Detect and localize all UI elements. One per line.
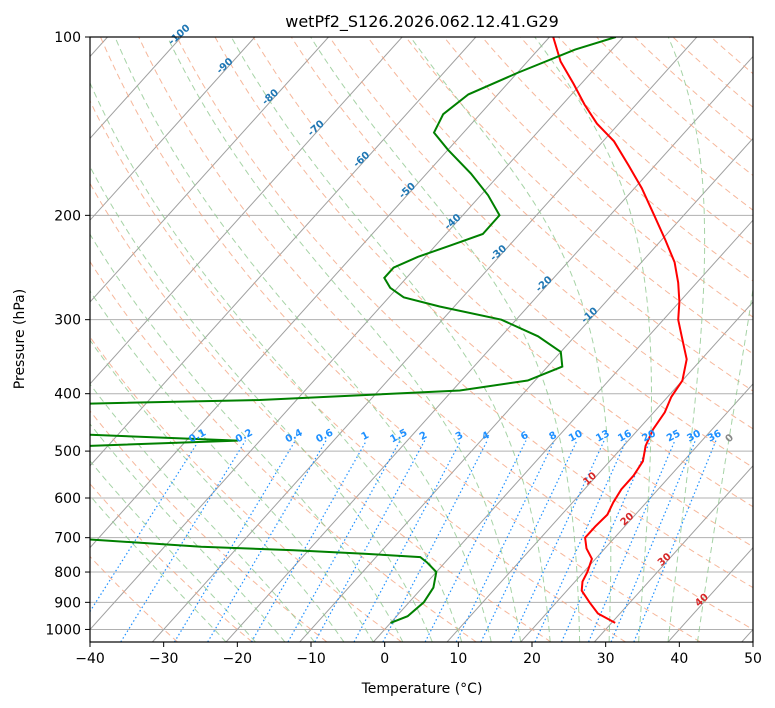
mixing-ratio-line [633,440,717,642]
y-tick-label: 900 [54,595,81,611]
dry-adiabat-line [90,182,552,642]
moist-adiabat-line [534,37,652,642]
mixing-ratio-line [173,440,296,642]
mixing-ratio-label: 1 [360,430,371,443]
dry-adiabat-line [443,37,753,318]
moist-adiabat-line [90,339,345,642]
mixing-ratio-line [560,440,651,642]
isotherm-line [90,37,624,631]
dry-adiabat-line [100,37,701,642]
x-tick-label: −10 [296,651,326,667]
moist-adiabat-line [90,495,227,642]
mixing-ratio-label: 2 [418,430,429,443]
mixing-ratio-line [207,440,327,642]
y-tick-label: 200 [54,208,81,224]
isotherm-line [299,137,753,642]
isotherm-line [520,383,753,642]
isotherm-line [593,464,753,642]
isotherm-line [90,37,550,549]
dry-adiabat-line [405,37,753,355]
dry-adiabat-line [90,483,253,642]
moist-adiabat-line [90,233,404,642]
y-axis-ticks: 100 200 300 400 500 600 700 800 900 1000 [45,30,90,638]
moist-adiabat-line [310,37,581,642]
isotherm-line [90,37,403,385]
mixing-ratio-line [250,440,367,642]
profile-lines [90,37,688,624]
mixing-ratio-label: 4 [480,430,491,443]
moist-adiabat-line [90,383,315,642]
y-axis-label: Pressure (hPa) [12,289,28,389]
y-tick-label: 1000 [45,622,81,638]
mixing-ratio-line [510,440,605,642]
moist-adiabat-line [90,165,433,642]
isotherm-line [90,37,477,467]
mixing-ratio-line [424,440,527,642]
moist-adiabat-line [90,290,374,642]
moist-adiabat-line [90,460,256,642]
mixing-ratio-line [120,440,247,642]
x-tick-label: 40 [670,651,688,667]
mixing-ratio-line [588,440,676,642]
moist-adiabat-line [230,37,551,642]
moist-adiabat-line [667,37,706,642]
dry-adiabat-line [90,336,402,642]
moist-adiabat-line [697,286,753,642]
y-tick-label: 600 [54,491,81,507]
isotherm-line [372,219,753,642]
x-tick-label: 10 [449,651,467,667]
x-tick-label: 20 [523,651,541,667]
mixing-ratio-label: 6 [519,430,530,443]
isotherm-line [225,55,753,642]
chart-title: wetPf2_S126.2026.062.12.41.G29 [285,12,559,32]
dry-adiabat-line [90,410,328,642]
isotherm-line [446,301,753,642]
isotherm-line [90,37,329,303]
dry-adiabat-line [90,555,178,642]
moist-adiabat-line [90,423,286,642]
moist-adiabat-line [90,81,463,642]
y-tick-label: 100 [54,30,81,46]
dewpoint-profile-line [90,37,617,624]
dry-adiabat-line [90,260,477,642]
mixing-ratio-label: 8 [548,430,559,443]
mixing-ratio-line [382,440,488,642]
x-axis-ticks: −40 −30 −20 −10 0 10 20 30 40 50 [75,642,762,667]
isotherm-line [90,37,256,221]
y-tick-label: 800 [54,565,81,581]
temperature-profile-line [552,37,688,624]
mixing-ratio-line [455,440,555,642]
dry-adiabat-line [138,37,753,630]
y-tick-label: 500 [54,444,81,460]
mixing-ratio-line [610,440,696,642]
mixing-ratio-line [287,440,401,642]
mixing-ratio-label: 3 [454,430,465,443]
mixing-ratio-line [534,440,627,642]
x-tick-label: −20 [223,651,253,667]
x-tick-label: −30 [149,651,179,667]
isotherm-line [151,37,698,642]
moist-adiabat-line [409,37,612,642]
y-tick-label: 400 [54,387,81,403]
x-tick-label: 50 [744,651,762,667]
y-tick-label: 700 [54,531,81,547]
x-tick-label: 30 [597,651,615,667]
y-tick-label: 300 [54,313,81,329]
moist-adiabat-line [114,37,492,642]
background-lines [90,37,753,642]
x-axis-label: Temperature (°C) [361,681,483,697]
plot-frame [89,36,754,643]
x-tick-label: −40 [75,651,105,667]
x-tick-label: 0 [380,651,389,667]
mixing-ratio-line [480,440,578,642]
moist-adiabat-line [166,37,522,642]
